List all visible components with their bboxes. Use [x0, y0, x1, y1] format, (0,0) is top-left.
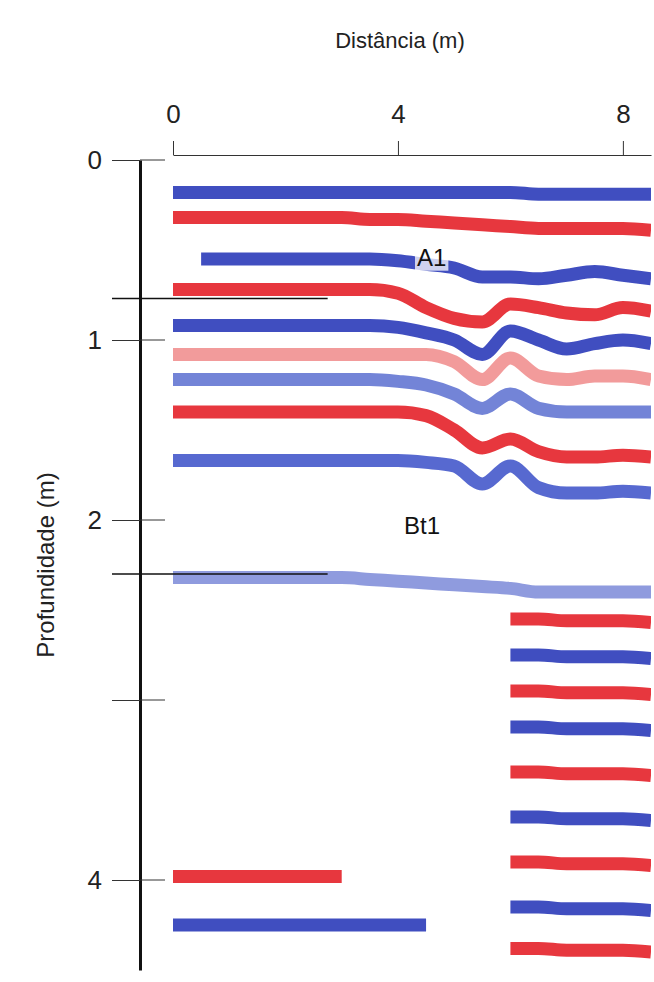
y-tick-mark — [140, 880, 165, 881]
y-tick: 2 — [88, 505, 140, 535]
reflector-line — [173, 862, 651, 876]
annotation-label: Bt1 — [404, 512, 440, 539]
y-tick: 0 — [88, 145, 140, 175]
x-tick-label: 0 — [166, 99, 180, 129]
chart-svg: 0 4 8 0 1 2 4 Distância (m) Profundidade (m) A1 Bt… — [0, 0, 654, 982]
x-tick: 8 — [616, 99, 630, 155]
background — [0, 0, 654, 982]
x-tick-mark — [623, 141, 624, 155]
y-axis-title: Profundidade (m) — [32, 472, 59, 657]
x-tick-mark — [173, 141, 174, 155]
reflector-line — [173, 412, 651, 457]
reflector-line — [510, 655, 651, 659]
y-tick-mark — [140, 340, 165, 341]
y-tick-label: 0 — [88, 145, 102, 175]
annotation-patch — [402, 512, 442, 539]
reflector-line — [510, 772, 651, 776]
x-axis-line — [174, 155, 652, 156]
annotation-label: A1 — [417, 244, 446, 271]
annotation: Bt1 — [402, 512, 442, 539]
reflector-line — [510, 691, 651, 695]
y-tick-mark — [112, 700, 140, 701]
annotation-patch — [415, 244, 448, 271]
y-axis-line — [139, 161, 142, 971]
y-tick-mark — [112, 880, 140, 881]
x-axis: 0 4 8 — [166, 99, 651, 156]
y-tick-mark — [140, 160, 165, 161]
boundary-line — [112, 573, 328, 575]
y-tick — [112, 700, 140, 701]
y-axis: 0 1 2 4 — [88, 145, 141, 971]
y-tick-mark — [140, 700, 165, 701]
y-tick-mark — [112, 160, 140, 161]
y-tick-mark — [112, 520, 140, 521]
y-tick-mark — [112, 340, 140, 341]
x-tick: 0 — [166, 99, 180, 155]
reflector-line — [510, 817, 651, 821]
plot-area — [173, 192, 651, 952]
x-tick: 4 — [391, 99, 405, 155]
reflector-line — [510, 948, 651, 952]
y-tick-mark — [140, 520, 165, 521]
y-tick: 4 — [88, 865, 140, 895]
y-tick-label: 2 — [88, 505, 102, 535]
x-tick-label: 4 — [391, 99, 405, 129]
reflector-line — [173, 192, 651, 194]
reflector-line — [510, 727, 651, 731]
reflector-line — [173, 461, 651, 493]
reflector-line — [173, 218, 651, 231]
reflector-line — [173, 578, 651, 592]
reflector-line — [173, 907, 651, 925]
x-axis-title: Distância (m) — [335, 28, 465, 53]
y-tick: 1 — [88, 325, 140, 355]
x-tick-label: 8 — [616, 99, 630, 129]
reflector-line — [173, 290, 651, 322]
y-tick-label: 4 — [88, 865, 102, 895]
annotation: A1 — [415, 244, 448, 271]
y-tick-label: 1 — [88, 325, 102, 355]
boundary-line — [112, 298, 328, 300]
reflector-line — [510, 619, 651, 623]
x-tick-mark — [398, 141, 399, 155]
